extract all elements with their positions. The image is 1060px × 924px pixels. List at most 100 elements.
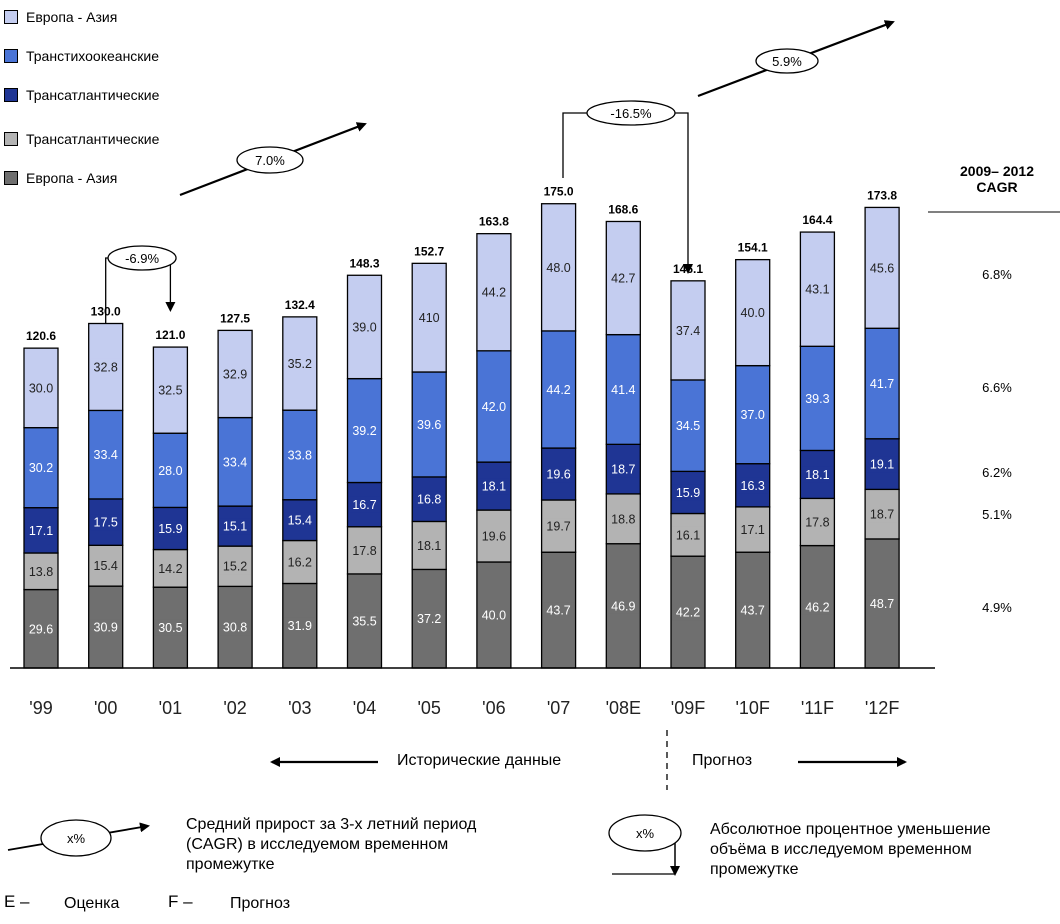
- value-label-bg: [607, 597, 639, 614]
- value-label-bg: [348, 542, 381, 559]
- value-label: 43.7: [546, 604, 570, 618]
- value-label-bg: [607, 510, 639, 527]
- value-label: 46.2: [805, 600, 829, 614]
- value-label: 17.1: [29, 524, 53, 538]
- value-label-bg: [154, 462, 186, 479]
- value-label-bg: [801, 281, 833, 298]
- value-label: 42.2: [676, 606, 700, 620]
- decrease-note-line3: промежутке: [710, 861, 799, 878]
- value-label-bg: [801, 390, 833, 407]
- total-label: 168.6: [608, 202, 638, 216]
- value-label-bg: [737, 406, 769, 423]
- cagr-value: 6.8%: [982, 267, 1012, 282]
- value-label-bg: [737, 521, 769, 538]
- value-label-bg: [478, 284, 510, 301]
- value-label-bg: [543, 259, 575, 276]
- cagr-symbol-bubble: [40, 819, 112, 857]
- value-label-bg: [672, 322, 704, 339]
- value-label-bg: [25, 620, 57, 637]
- value-label-bg: [413, 416, 445, 433]
- x-tick-label: '11F: [801, 698, 834, 718]
- value-label-bg: [543, 381, 575, 398]
- legend-item-transpacific: Транстихоокеанские: [4, 48, 159, 64]
- value-label-bg: [672, 526, 704, 543]
- value-label: 13.8: [29, 565, 53, 579]
- value-label: 35.5: [352, 614, 376, 628]
- x-tick-label: '10F: [735, 698, 769, 718]
- total-label: 120.6: [26, 329, 56, 343]
- value-label-bg: [348, 318, 381, 335]
- value-label-bg: [348, 612, 381, 629]
- x-tick-label: '09F: [671, 698, 705, 718]
- value-label: 44.2: [546, 383, 570, 397]
- cagr-note-line1: Средний прирост за 3-х летний период: [186, 816, 477, 833]
- value-label: 16.7: [352, 498, 376, 512]
- annotation-bubble: [755, 48, 819, 74]
- value-label: 18.7: [870, 508, 894, 522]
- value-label-bg: [90, 358, 122, 375]
- legend-item-transatlantic-gray: Трансатлантические: [4, 131, 159, 147]
- value-label-bg: [348, 422, 381, 439]
- legend-swatch: [4, 49, 18, 63]
- legend-item-transatlantic-dark: Трансатлантические: [4, 87, 159, 103]
- value-label-bg: [543, 466, 575, 483]
- value-label: 15.4: [288, 514, 312, 528]
- x-tick-label: '08E: [606, 698, 641, 718]
- value-label-bg: [866, 259, 898, 276]
- value-label-bg: [478, 478, 510, 495]
- total-label: 164.4: [802, 213, 832, 227]
- decrease-note-line1: Абсолютное процентное уменьшение: [710, 821, 991, 838]
- value-label-bg: [154, 520, 186, 537]
- cagr-title-line2: CAGR: [976, 179, 1018, 195]
- value-label-bg: [219, 518, 251, 535]
- value-label: 29.6: [29, 622, 53, 636]
- value-label-bg: [284, 355, 316, 372]
- value-label-bg: [90, 446, 122, 463]
- value-label: 43.1: [805, 283, 829, 297]
- value-label: 41.4: [611, 383, 635, 397]
- annotation-bubble: [586, 100, 676, 126]
- value-label: 37.0: [741, 408, 765, 422]
- value-label: 30.0: [29, 381, 53, 395]
- estimate-code: E –: [4, 892, 30, 911]
- value-label-bg: [219, 453, 251, 470]
- forecast-legend-label: Прогноз: [230, 895, 291, 912]
- x-tick-label: '00: [94, 698, 117, 718]
- value-label: 16.1: [676, 528, 700, 542]
- value-label: 15.1: [223, 520, 247, 534]
- value-label-bg: [90, 514, 122, 531]
- value-label-bg: [866, 375, 898, 392]
- x-tick-label: '01: [159, 698, 182, 718]
- value-label: 31.9: [288, 619, 312, 633]
- value-label: 39.3: [805, 392, 829, 406]
- value-label: 39.6: [417, 418, 441, 432]
- value-label-bg: [737, 602, 769, 619]
- decrease-symbol-text: x%: [636, 826, 655, 841]
- x-tick-label: '03: [288, 698, 311, 718]
- legend-label: Транстихоокеанские: [26, 48, 160, 64]
- value-label-bg: [413, 491, 445, 508]
- value-label: 18.1: [482, 480, 506, 494]
- value-label: 32.5: [158, 384, 182, 398]
- value-label-bg: [154, 382, 186, 399]
- legend-label: Трансатлантические: [26, 87, 160, 103]
- value-label-bg: [737, 477, 769, 494]
- cagr-note-line2: (CAGR) в исследуемом временном: [186, 836, 449, 853]
- value-label-bg: [25, 379, 57, 396]
- value-label: 34.5: [676, 419, 700, 433]
- total-label: 175.0: [544, 185, 574, 199]
- value-label: 37.4: [676, 324, 700, 338]
- total-label: 132.4: [285, 298, 315, 312]
- value-label: 44.2: [482, 286, 506, 300]
- value-label-bg: [866, 506, 898, 523]
- value-label: 30.9: [94, 621, 118, 635]
- total-label: 173.8: [867, 188, 897, 202]
- value-label-bg: [478, 607, 510, 623]
- value-label: 410: [419, 311, 440, 325]
- value-label-bg: [90, 557, 122, 574]
- legend-swatch: [4, 88, 18, 102]
- value-label: 18.8: [611, 512, 635, 526]
- value-label: 33.8: [288, 448, 312, 462]
- total-label: 154.1: [738, 241, 768, 255]
